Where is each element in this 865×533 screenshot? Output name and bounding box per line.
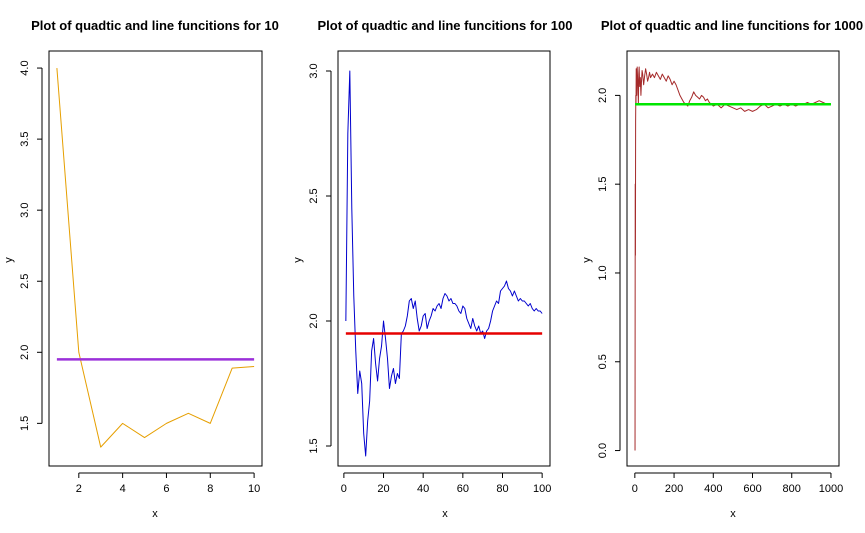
x-axis-label: x <box>442 508 448 520</box>
series-line <box>634 66 831 451</box>
chart-title: Plot of quadtic and line funcitions for … <box>31 18 279 33</box>
series-line <box>345 70 543 457</box>
y-tick-label: 0.0 <box>597 443 609 458</box>
panel-3: Plot of quadtic and line funcitions for … <box>581 18 863 520</box>
x-axis-label: x <box>730 508 736 520</box>
plot-frame <box>48 50 263 467</box>
y-tick-label: 2.5 <box>308 188 320 203</box>
x-tick-label: 600 <box>743 483 761 495</box>
plot-frame <box>626 50 840 467</box>
x-axis-label: x <box>152 508 158 520</box>
x-tick-label: 400 <box>704 483 722 495</box>
x-tick-label: 40 <box>417 483 429 495</box>
x-tick-label: 100 <box>533 483 551 495</box>
y-tick-label: 2.0 <box>597 88 609 103</box>
y-axis-label: y <box>581 257 593 263</box>
x-tick-label: 10 <box>248 483 260 495</box>
panel-1: Plot of quadtic and line funcitions for … <box>3 18 279 520</box>
x-tick-label: 60 <box>457 483 469 495</box>
x-tick-label: 8 <box>207 483 213 495</box>
y-tick-label: 1.5 <box>308 438 320 453</box>
x-tick-label: 1000 <box>819 483 843 495</box>
y-tick-label: 0.5 <box>597 354 609 369</box>
y-tick-label: 4.0 <box>19 60 31 75</box>
y-tick-label: 3.0 <box>19 203 31 218</box>
x-tick-label: 20 <box>377 483 389 495</box>
y-tick-label: 2.0 <box>308 313 320 328</box>
y-tick-label: 1.5 <box>19 416 31 431</box>
y-tick-label: 3.5 <box>19 131 31 146</box>
chart-title: Plot of quadtic and line funcitions for … <box>601 18 863 33</box>
y-tick-label: 1.5 <box>597 177 609 192</box>
panel-2: Plot of quadtic and line funcitions for … <box>292 18 572 520</box>
x-tick-label: 0 <box>632 483 638 495</box>
x-tick-label: 80 <box>496 483 508 495</box>
x-tick-label: 200 <box>665 483 683 495</box>
x-tick-label: 4 <box>120 483 126 495</box>
x-tick-label: 800 <box>783 483 801 495</box>
y-axis-label: y <box>292 257 304 263</box>
y-tick-label: 2.5 <box>19 274 31 289</box>
y-tick-label: 3.0 <box>308 63 320 78</box>
y-tick-label: 1.0 <box>597 265 609 280</box>
x-tick-label: 6 <box>163 483 169 495</box>
series-line <box>56 68 255 448</box>
x-tick-label: 2 <box>76 483 82 495</box>
x-tick-label: 0 <box>341 483 347 495</box>
plot-frame <box>337 50 551 467</box>
y-tick-label: 2.0 <box>19 345 31 360</box>
chart-title: Plot of quadtic and line funcitions for … <box>318 18 573 33</box>
y-axis-label: y <box>3 257 15 263</box>
